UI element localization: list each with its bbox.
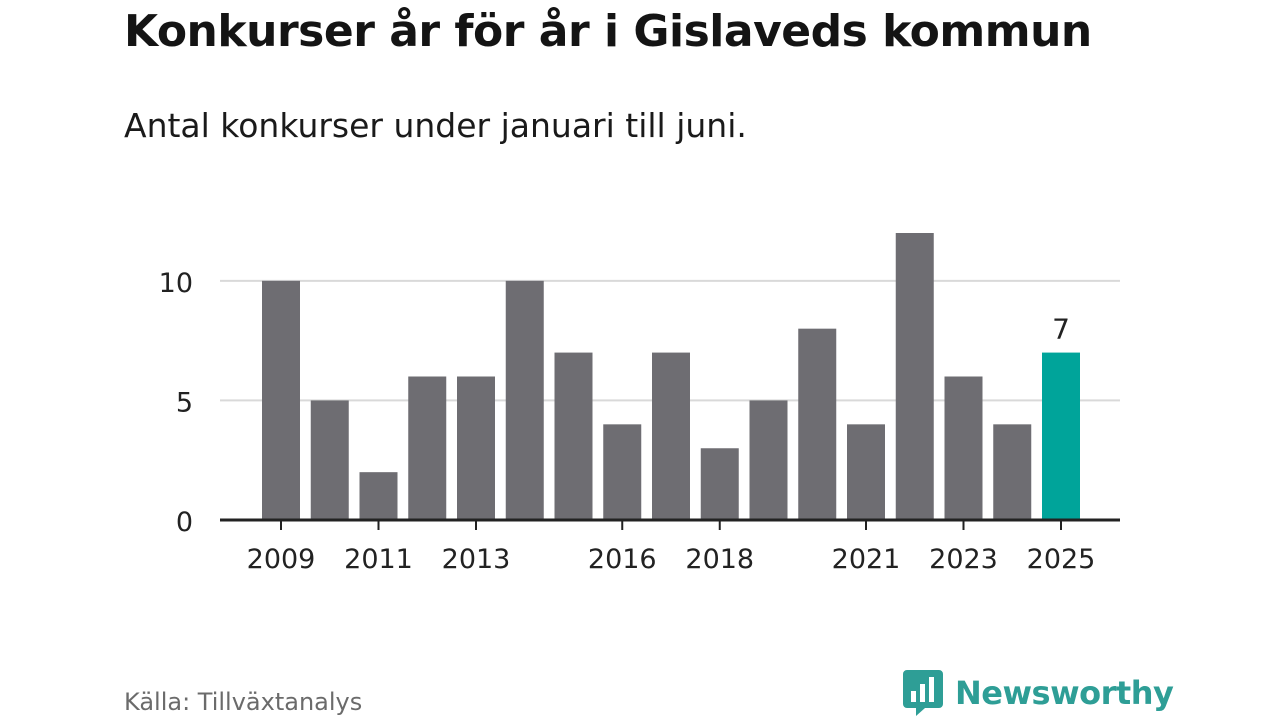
chart-subtitle: Antal konkurser under januari till juni. xyxy=(124,106,747,145)
bar xyxy=(408,376,447,520)
x-tick-label: 2009 xyxy=(247,544,316,575)
x-tick-label: 2013 xyxy=(442,544,511,575)
bar xyxy=(652,352,690,520)
bar xyxy=(554,352,593,520)
x-tick-label: 2023 xyxy=(929,544,998,575)
bar xyxy=(359,472,398,520)
bar xyxy=(262,280,300,520)
x-tick-label: 2011 xyxy=(344,544,413,575)
bar-chart: 0 5 10 2009 2011 2013 2016 2018 2021 2023 2025 7 xyxy=(159,233,1120,575)
x-tick-label: 2025 xyxy=(1027,544,1096,575)
bar xyxy=(505,280,544,520)
x-tick-label: 2016 xyxy=(588,544,657,575)
bar xyxy=(310,400,349,520)
x-tick-label: 2018 xyxy=(685,544,754,575)
newsworthy-logo-icon xyxy=(903,670,943,716)
y-tick-label: 0 xyxy=(176,507,193,538)
bar xyxy=(603,424,642,520)
bar xyxy=(700,448,739,520)
brand-name: Newsworthy xyxy=(955,674,1174,712)
brand-logo: Newsworthy xyxy=(903,670,1174,716)
bar xyxy=(847,424,885,520)
bar xyxy=(895,233,934,520)
bar xyxy=(457,376,495,520)
bar xyxy=(1042,352,1080,520)
bar xyxy=(749,400,788,520)
bar xyxy=(993,424,1032,520)
chart-title: Konkurser år för år i Gislaveds kommun xyxy=(124,6,1092,57)
bar xyxy=(798,328,837,520)
y-tick-label: 5 xyxy=(176,387,193,418)
data-label: 7 xyxy=(1052,313,1070,346)
x-tick-label: 2021 xyxy=(832,544,901,575)
bar xyxy=(944,376,983,520)
y-tick-label: 10 xyxy=(159,268,193,299)
source-note: Källa: Tillväxtanalys xyxy=(124,688,363,716)
